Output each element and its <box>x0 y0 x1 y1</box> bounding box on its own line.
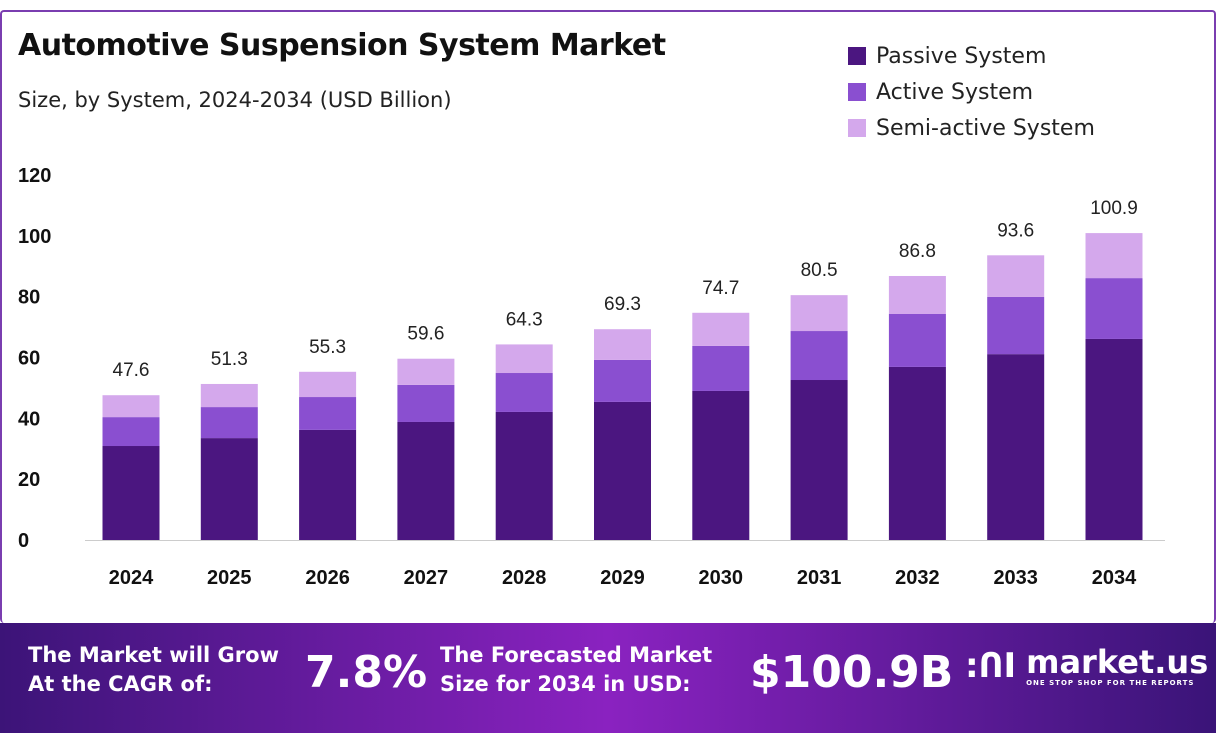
legend-item-passive: Passive System <box>848 38 1095 74</box>
legend-label: Active System <box>876 79 1034 105</box>
bar-chart: 0 20 40 60 80 100 120 47.6 2024 51.3 2025 55.3 2026 5… <box>18 165 1165 589</box>
x-tick-label: 2030 <box>699 567 744 589</box>
legend-label: Semi-active System <box>876 115 1095 141</box>
legend-label: Passive System <box>876 43 1047 69</box>
chart-title: Automotive Suspension System Market <box>18 28 666 63</box>
cagr-value: 7.8% <box>305 647 428 698</box>
cagr-label: The Market will Grow At the CAGR of: <box>28 641 279 699</box>
bar-segment-semi-active-system <box>102 395 160 418</box>
bar-segment-active-system <box>1085 278 1143 339</box>
total-label: 59.6 <box>407 324 444 345</box>
bar-segment-passive-system <box>299 429 357 540</box>
forecast-label-line: Size for 2034 in USD: <box>440 672 691 696</box>
x-tick-label: 2026 <box>305 567 350 589</box>
bar-segment-semi-active-system <box>888 275 946 315</box>
bar-segment-semi-active-system <box>594 329 651 360</box>
bar-segment-semi-active-system <box>790 295 848 332</box>
y-tick-label: 40 <box>18 408 40 430</box>
cagr-label-line: The Market will Grow <box>28 643 279 667</box>
y-tick-label: 60 <box>18 348 40 370</box>
legend: Passive System Active System Semi-active… <box>848 38 1095 146</box>
bar-segment-semi-active-system <box>397 358 455 385</box>
bar-segment-active-system <box>200 407 258 439</box>
logo-icon: :ՈI <box>965 646 1017 686</box>
bar-segment-active-system <box>790 331 848 381</box>
x-tick-label: 2032 <box>895 567 940 589</box>
bar-segment-active-system <box>299 397 357 430</box>
bar-segment-passive-system <box>790 380 848 540</box>
legend-swatch <box>848 47 866 65</box>
total-label: 55.3 <box>309 337 346 358</box>
total-label: 51.3 <box>211 349 248 370</box>
forecast-label-line: The Forecasted Market <box>440 643 713 667</box>
bar-segment-active-system <box>102 417 160 447</box>
total-label: 47.6 <box>113 360 150 381</box>
bar-segment-passive-system <box>1085 338 1143 540</box>
x-tick-label: 2024 <box>109 567 154 589</box>
bar-segment-active-system <box>692 345 750 391</box>
y-tick-label: 20 <box>18 469 40 491</box>
total-label: 74.7 <box>702 278 739 299</box>
bar-segment-passive-system <box>495 411 553 540</box>
bar-segment-active-system <box>888 314 946 367</box>
x-tick-label: 2025 <box>207 567 252 589</box>
bar-segment-active-system <box>397 384 455 422</box>
legend-item-active: Active System <box>848 74 1095 110</box>
cagr-label-line: At the CAGR of: <box>28 672 213 696</box>
bar-segment-passive-system <box>692 390 750 540</box>
bar-segment-semi-active-system <box>495 344 553 374</box>
total-label: 100.9 <box>1090 198 1138 219</box>
total-label: 86.8 <box>899 241 936 262</box>
forecast-label: The Forecasted Market Size for 2034 in US… <box>440 641 712 699</box>
bar-segment-semi-active-system <box>987 255 1045 297</box>
total-label: 69.3 <box>604 294 641 315</box>
x-tick-label: 2033 <box>993 567 1038 589</box>
total-label: 93.6 <box>997 220 1034 241</box>
chart-frame <box>0 10 1216 623</box>
bar-segment-active-system <box>987 296 1045 355</box>
x-tick-label: 2034 <box>1092 567 1137 589</box>
bar-segment-semi-active-system <box>692 312 750 346</box>
y-tick-label: 80 <box>18 287 40 309</box>
bar-segment-passive-system <box>594 401 651 540</box>
footer-banner: The Market will Grow At the CAGR of: 7.8%… <box>0 623 1216 733</box>
chart-subtitle: Size, by System, 2024-2034 (USD Billion) <box>18 88 452 112</box>
x-tick-label: 2028 <box>502 567 547 589</box>
logo-name: market.us <box>1026 643 1209 681</box>
legend-item-semi-active: Semi-active System <box>848 110 1095 146</box>
bar-segment-passive-system <box>102 446 160 540</box>
x-tick-label: 2029 <box>600 567 645 589</box>
bar-segment-semi-active-system <box>299 371 357 398</box>
bar-segment-semi-active-system <box>200 383 258 408</box>
bar-segment-passive-system <box>888 366 946 540</box>
legend-swatch <box>848 83 866 101</box>
y-tick-label: 120 <box>18 165 51 187</box>
bar-segment-active-system <box>594 359 651 402</box>
y-tick-label: 100 <box>18 226 51 248</box>
bar-segment-semi-active-system <box>1085 233 1143 279</box>
bar-segment-passive-system <box>200 438 258 540</box>
market-us-logo: :ՈI market.us ONE STOP SHOP FOR THE REPOR… <box>965 645 1208 687</box>
legend-swatch <box>848 119 866 137</box>
x-tick-label: 2031 <box>797 567 842 589</box>
bar-segment-passive-system <box>987 354 1045 540</box>
total-label: 64.3 <box>506 309 543 330</box>
forecast-value: $100.9B <box>750 647 954 698</box>
bar-segment-passive-system <box>397 421 455 540</box>
total-label: 80.5 <box>801 260 838 281</box>
y-tick-label: 0 <box>18 530 29 552</box>
x-tick-label: 2027 <box>404 567 449 589</box>
bar-segment-active-system <box>495 373 553 412</box>
logo-tagline: ONE STOP SHOP FOR THE REPORTS <box>1026 679 1195 687</box>
